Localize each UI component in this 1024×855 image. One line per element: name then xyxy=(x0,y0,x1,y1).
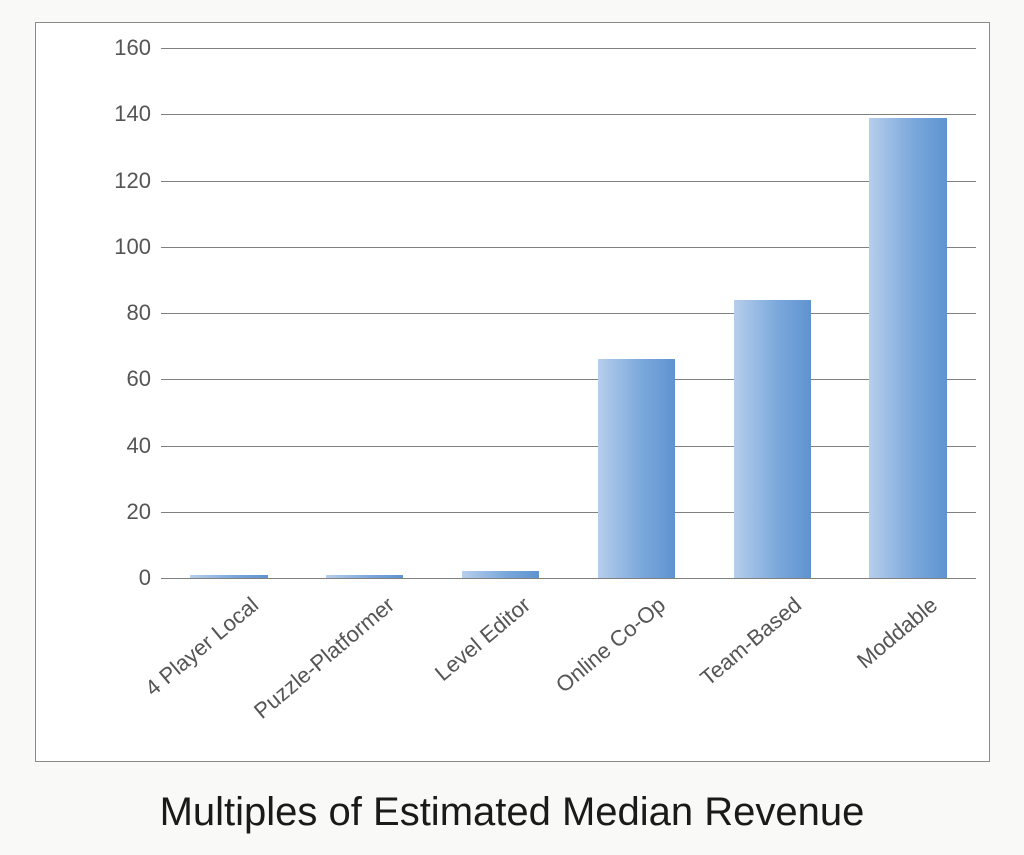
grid-line xyxy=(161,313,976,314)
chart-caption: Multiples of Estimated Median Revenue xyxy=(0,790,1024,835)
y-tick-label: 40 xyxy=(127,433,161,459)
x-tick-label: Level Editor xyxy=(289,592,536,805)
bar xyxy=(734,300,811,578)
x-tick-label: Online Co-Op xyxy=(425,592,672,805)
bar xyxy=(869,118,946,578)
bar xyxy=(326,575,403,578)
grid-line xyxy=(161,512,976,513)
grid-line xyxy=(161,114,976,115)
y-tick-label: 140 xyxy=(114,101,161,127)
bar xyxy=(190,575,267,578)
bar xyxy=(598,359,675,578)
grid-line xyxy=(161,247,976,248)
plot-area: 0204060801001201401604 Player LocalPuzzl… xyxy=(161,48,976,578)
chart-frame: 0204060801001201401604 Player LocalPuzzl… xyxy=(35,22,990,762)
y-tick-label: 20 xyxy=(127,499,161,525)
grid-line xyxy=(161,48,976,49)
x-tick-label: Moddable xyxy=(696,592,943,805)
grid-line xyxy=(161,181,976,182)
y-tick-label: 100 xyxy=(114,234,161,260)
x-tick-label: 4 Player Local xyxy=(17,592,264,805)
y-tick-label: 160 xyxy=(114,35,161,61)
y-tick-label: 60 xyxy=(127,366,161,392)
x-tick-label: Puzzle-Platformer xyxy=(153,592,400,805)
y-tick-label: 0 xyxy=(139,565,161,591)
bar xyxy=(462,571,539,578)
x-axis-baseline xyxy=(161,578,976,579)
grid-line xyxy=(161,379,976,380)
grid-line xyxy=(161,446,976,447)
y-tick-label: 120 xyxy=(114,168,161,194)
x-tick-label: Team-Based xyxy=(560,592,807,805)
y-tick-label: 80 xyxy=(127,300,161,326)
